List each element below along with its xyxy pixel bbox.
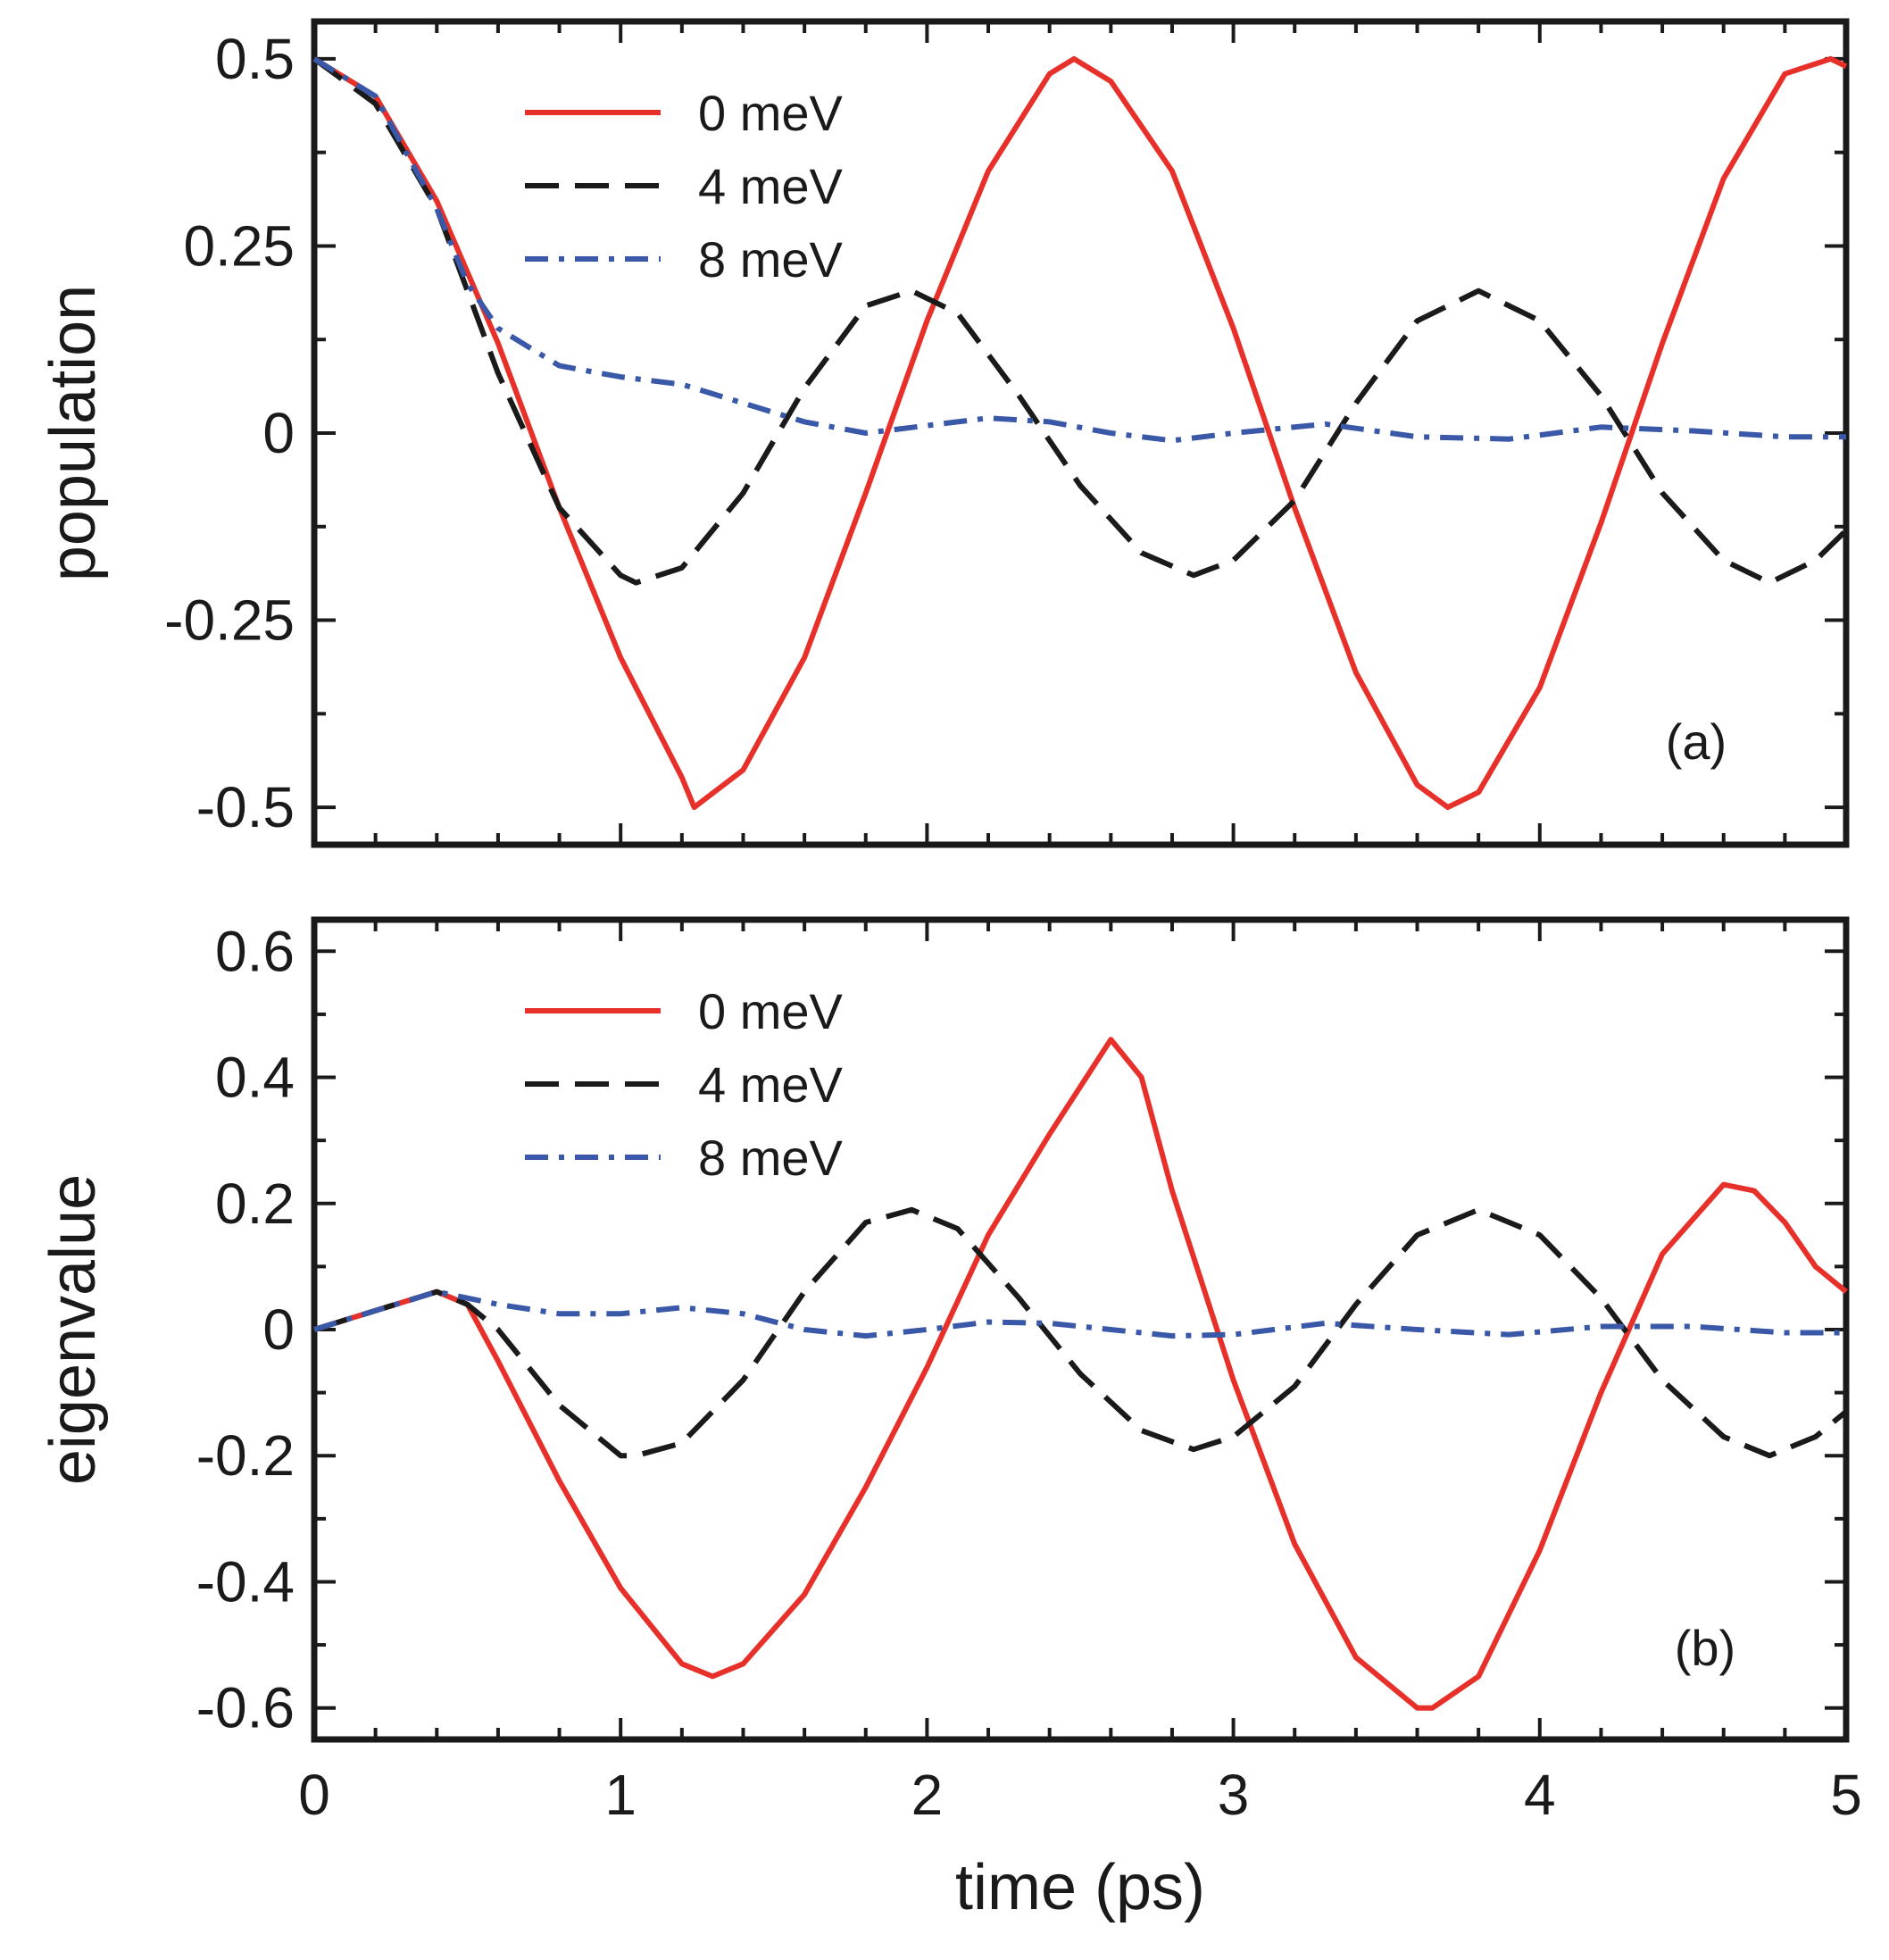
x-tick-label: 4 bbox=[1524, 1763, 1556, 1827]
y-tick-label: -0.25 bbox=[164, 588, 295, 653]
y-tick-label: 0.2 bbox=[215, 1172, 295, 1236]
series-line-8-mev bbox=[312, 56, 1846, 444]
y-tick-label: 0 bbox=[262, 401, 295, 465]
legend-label: 4 meV bbox=[698, 158, 843, 214]
plot-frame bbox=[311, 916, 1850, 1743]
series-line-4-mev bbox=[313, 1206, 1848, 1459]
legend-label: 4 meV bbox=[698, 1056, 843, 1113]
series-line-8-mev bbox=[313, 1289, 1846, 1339]
panel-label: (a) bbox=[1666, 713, 1727, 770]
y-tick-label: 0.6 bbox=[215, 919, 295, 983]
x-tick-label: 0 bbox=[298, 1763, 330, 1827]
panel-label: (b) bbox=[1675, 1620, 1735, 1676]
legend-label: 0 meV bbox=[698, 85, 843, 141]
y-tick-label: -0.2 bbox=[196, 1423, 295, 1488]
series-line-4-mev bbox=[312, 56, 1849, 586]
panel-b: 0.60.40.20-0.2-0.4-0.60 1 2 3 4 5eigenvalueti… bbox=[37, 916, 1862, 1923]
y-tick-label: 0 bbox=[262, 1297, 295, 1362]
y-tick-label: -0.4 bbox=[196, 1549, 295, 1614]
x-axis-title: time (ps) bbox=[955, 1852, 1205, 1923]
series-line-0-mev bbox=[312, 55, 1848, 811]
y-tick-label: -0.6 bbox=[196, 1676, 295, 1740]
legend-label: 0 meV bbox=[698, 983, 843, 1039]
x-tick-label: 5 bbox=[1830, 1763, 1862, 1827]
series-line-0-mev bbox=[313, 1037, 1848, 1711]
y-tick-label: -0.5 bbox=[196, 775, 295, 839]
x-tick-label: 3 bbox=[1218, 1763, 1250, 1827]
y-tick-label: 0.5 bbox=[215, 27, 295, 91]
y-tick-label: 0.25 bbox=[183, 213, 295, 278]
legend-label: 8 meV bbox=[698, 231, 843, 288]
panel-a: 0.5 0.25 0 -0.25 -0.5 population 0 meV 4 meV 8 m… bbox=[37, 18, 1850, 848]
y-axis-title: population bbox=[37, 285, 109, 581]
y-axis-title: eigenvalue bbox=[37, 1174, 109, 1485]
x-tick-label: 1 bbox=[604, 1763, 637, 1827]
plot-frame bbox=[311, 18, 1850, 848]
x-tick-label: 2 bbox=[911, 1763, 944, 1827]
y-tick-label: 0.4 bbox=[215, 1046, 295, 1110]
legend-label: 8 meV bbox=[698, 1130, 843, 1186]
